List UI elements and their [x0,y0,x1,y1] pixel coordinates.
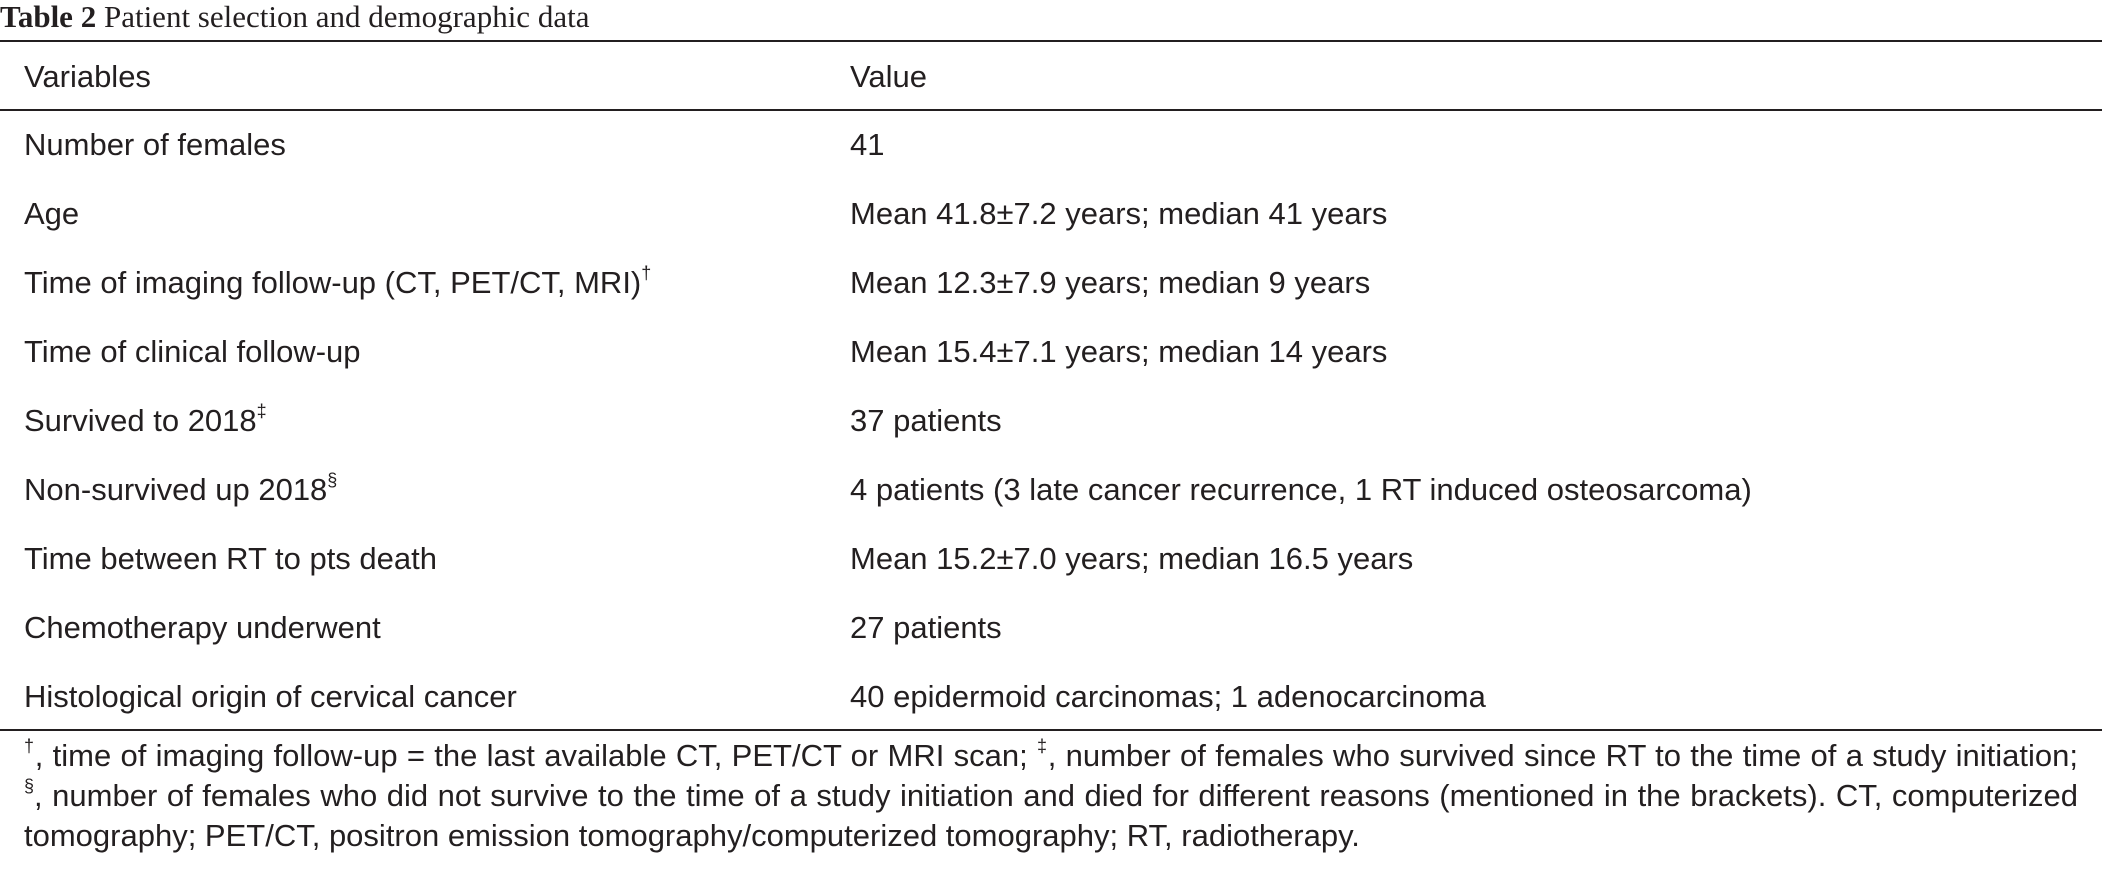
table-footnote: †, time of imaging follow-up = the last … [24,736,2078,853]
table-header-rule [0,109,2102,111]
table-caption: Table 2 Patient selection and demographi… [0,0,589,34]
table-row-value: 41 [850,127,885,162]
table-row-variable: Survived to 2018‡ [24,401,267,438]
table-row-variable: Age [24,196,80,231]
column-header-value: Value [850,59,927,94]
table-caption-label: Table 2 [0,0,97,34]
double-dagger-mark: ‡ [256,401,267,421]
table-row-value: 27 patients [850,610,1002,645]
section-mark: § [327,470,338,490]
table-row-variable: Time between RT to pts death [24,541,437,576]
table-row-value: Mean 41.8±7.2 years; median 41 years [850,196,1388,231]
table-row-value: Mean 15.2±7.0 years; median 16.5 years [850,541,1414,576]
table-row-value: Mean 15.4±7.1 years; median 14 years [850,334,1388,369]
footnote-double-dagger-mark: ‡ [1037,736,1048,756]
table-row-variable: Time of clinical follow-up [24,334,361,369]
footnote-dagger-mark: † [24,736,35,756]
table-row-variable: Time of imaging follow-up (CT, PET/CT, M… [24,263,652,300]
table-caption-title: Patient selection and demographic data [103,0,590,34]
table-row-value: Mean 12.3±7.9 years; median 9 years [850,265,1371,300]
table-row-variable: Non-survived up 2018§ [24,470,338,507]
table-row-variable: Histological origin of cervical cancer [24,679,517,714]
dagger-mark: † [641,263,652,283]
column-header-variables: Variables [24,59,151,94]
table-row-variable: Number of females [24,127,286,162]
table-bottom-rule [0,729,2102,731]
table-row-value: 37 patients [850,403,1002,438]
table-row-value: 40 epidermoid carcinomas; 1 adenocarcino… [850,679,1486,714]
footnote-section-mark: § [24,776,35,796]
table-top-rule [0,40,2102,42]
table-row-value: 4 patients (3 late cancer recurrence, 1 … [850,472,1752,507]
table-row-variable: Chemotherapy underwent [24,610,381,645]
